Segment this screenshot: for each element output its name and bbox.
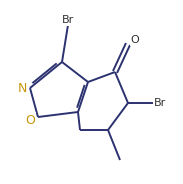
Text: Br: Br — [154, 98, 166, 108]
Text: O: O — [25, 114, 35, 127]
Text: N: N — [17, 82, 27, 95]
Text: Br: Br — [62, 15, 74, 25]
Text: O: O — [131, 35, 139, 45]
